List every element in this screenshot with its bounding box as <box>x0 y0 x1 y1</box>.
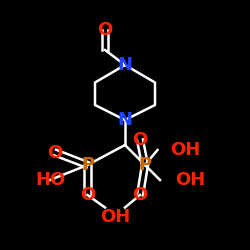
Text: HO: HO <box>35 171 65 189</box>
Text: N: N <box>118 111 132 129</box>
Text: O: O <box>132 186 148 204</box>
Text: OH: OH <box>175 171 205 189</box>
Text: OH: OH <box>170 141 200 159</box>
Text: OH: OH <box>100 208 130 226</box>
Text: O: O <box>48 144 62 162</box>
Text: P: P <box>138 156 151 174</box>
Text: O: O <box>132 131 148 149</box>
Text: O: O <box>80 186 95 204</box>
Text: P: P <box>81 156 94 174</box>
Text: O: O <box>98 21 112 39</box>
Text: N: N <box>118 56 132 74</box>
